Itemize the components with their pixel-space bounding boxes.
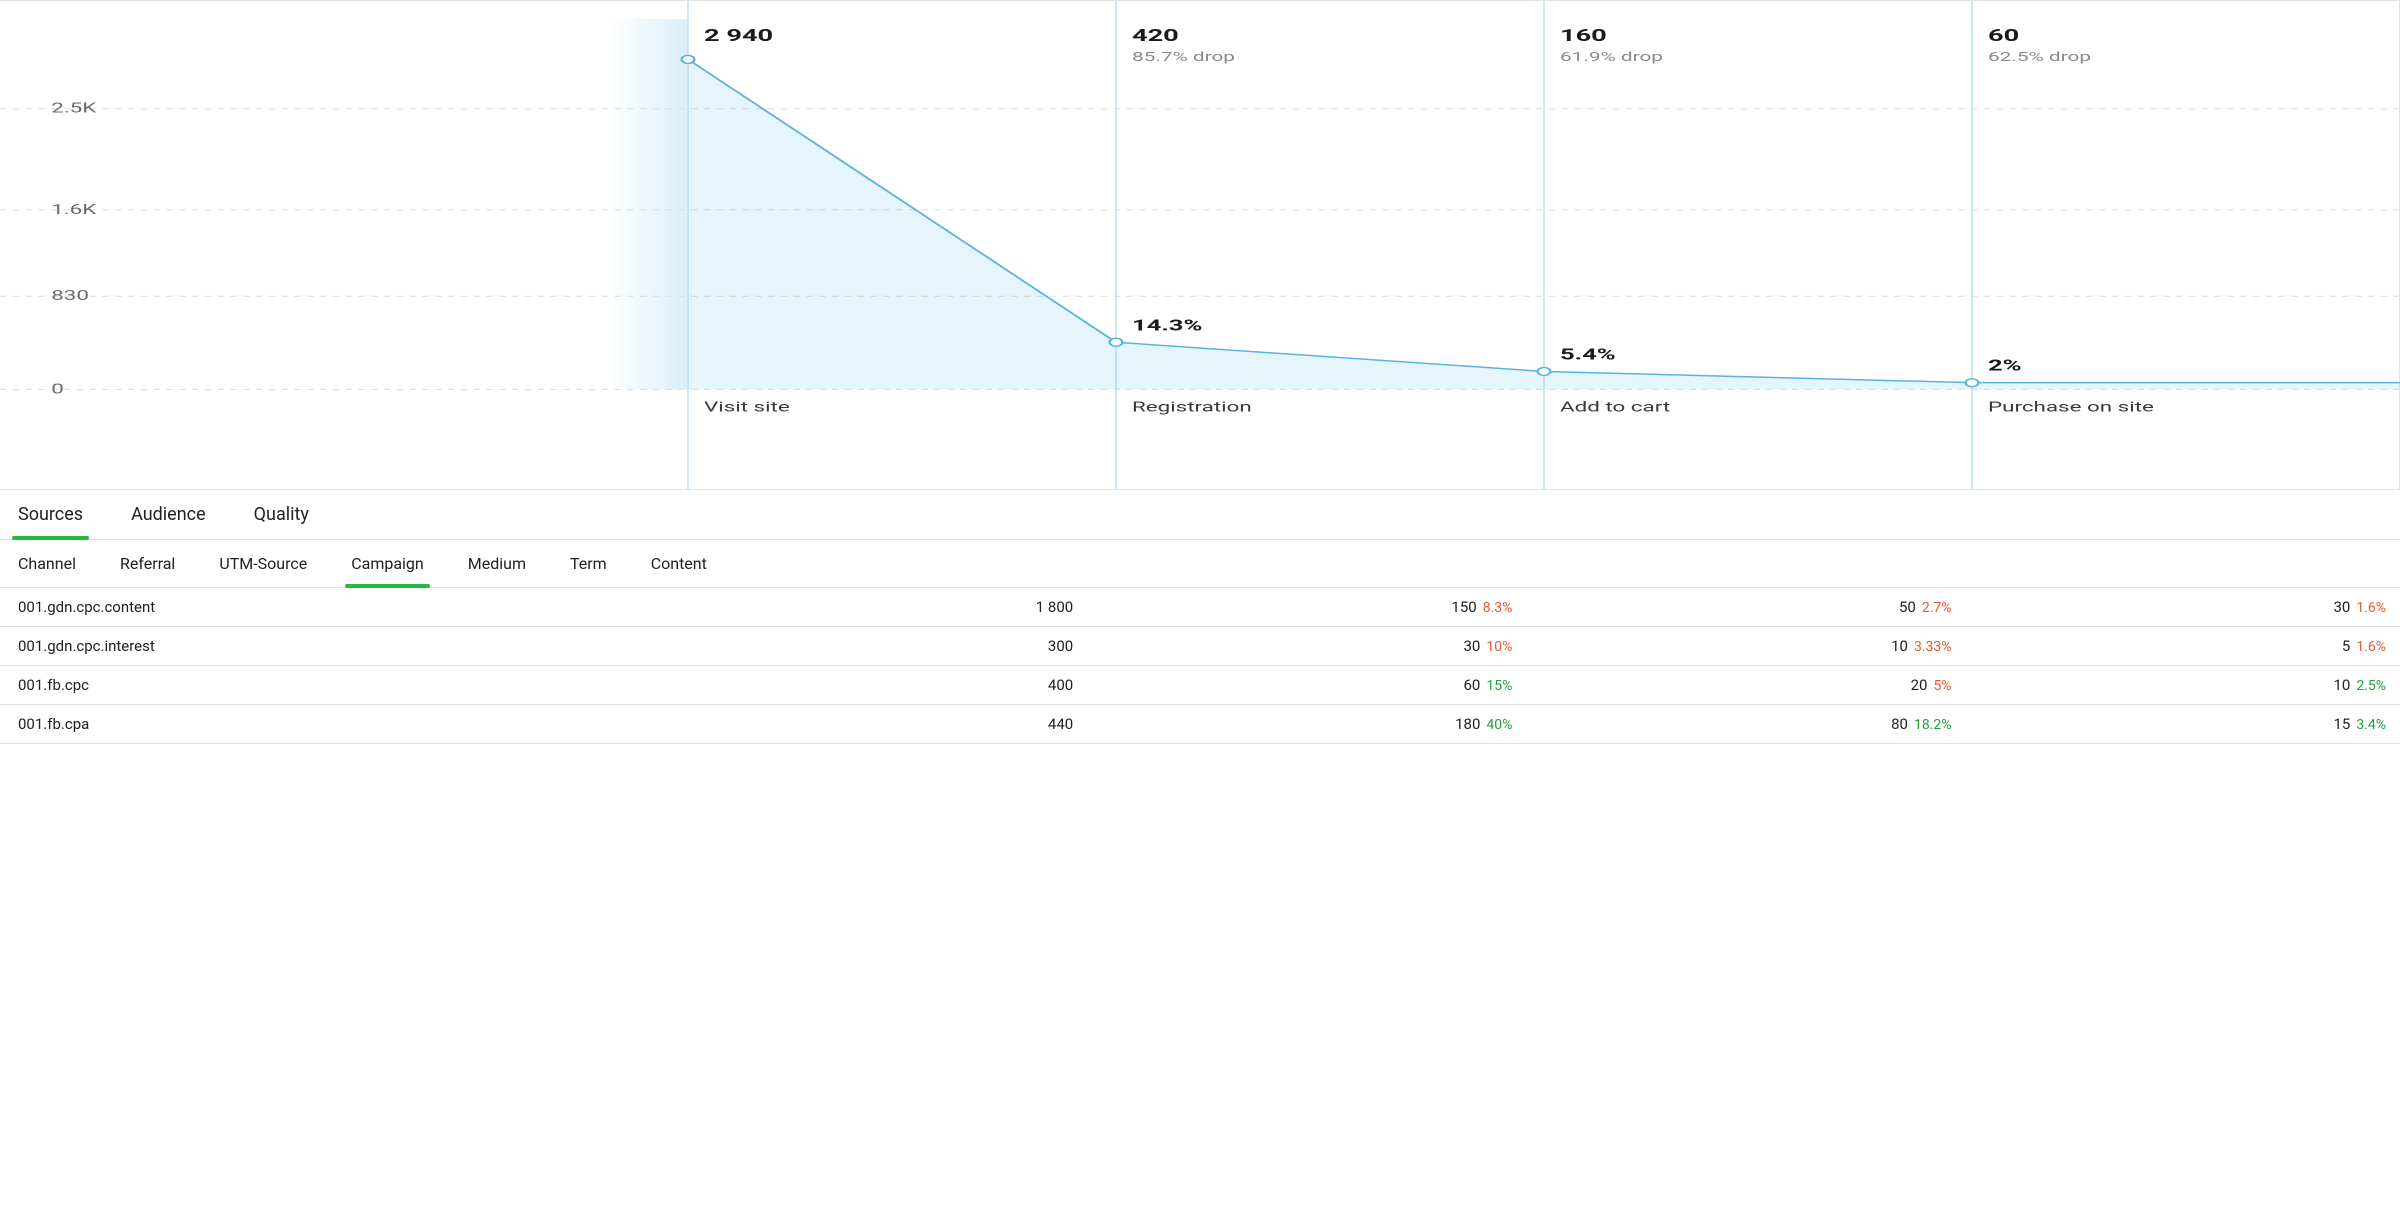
metric-value: 10	[1891, 637, 1908, 655]
metric-value: 80	[1891, 715, 1908, 733]
svg-text:5.4%: 5.4%	[1560, 345, 1616, 364]
funnel-svg: 0 830 1.6K 2.5K 2 940 Visit site 420 85.7% drop…	[0, 1, 2400, 489]
metric-value: 180	[1455, 715, 1480, 733]
svg-text:Visit site: Visit site	[704, 399, 790, 415]
metric-pct: 40%	[1486, 717, 1512, 733]
svg-text:0: 0	[51, 381, 64, 397]
metric-pct: 3.4%	[2356, 717, 2386, 733]
metric-cell: 5 1.6%	[1966, 627, 2400, 666]
table-row[interactable]: 001.fb.cpa 440 180 40% 80 18.2% 15 3.4%	[0, 705, 2400, 744]
svg-text:61.9% drop: 61.9% drop	[1560, 50, 1663, 65]
metric-pct: 18.2%	[1914, 717, 1952, 733]
metric-cell: 60 15%	[1087, 666, 1526, 705]
metric-value: 10	[2333, 676, 2350, 694]
metric-pct: 2.7%	[1922, 600, 1952, 616]
metric-pct: 3.33%	[1914, 639, 1952, 655]
svg-text:62.5% drop: 62.5% drop	[1988, 50, 2091, 65]
metric-cell: 180 40%	[1087, 705, 1526, 744]
svg-text:420: 420	[1132, 25, 1179, 45]
campaign-name-cell: 001.gdn.cpc.content	[0, 588, 648, 627]
metric-pct: 1.6%	[2356, 639, 2386, 655]
metric-value: 150	[1451, 598, 1476, 616]
campaign-name-cell: 001.gdn.cpc.interest	[0, 627, 648, 666]
subtab-content[interactable]: Content	[651, 554, 707, 587]
metric-value: 5	[2342, 637, 2350, 655]
metric-cell: 80 18.2%	[1526, 705, 1965, 744]
subtab-referral[interactable]: Referral	[120, 554, 175, 587]
metric-cell: 20 5%	[1526, 666, 1965, 705]
primary-tabs: Sources Audience Quality	[0, 490, 2400, 540]
svg-text:2 940: 2 940	[704, 25, 773, 45]
funnel-chart: 0 830 1.6K 2.5K 2 940 Visit site 420 85.7% drop…	[0, 0, 2400, 490]
metric-value: 440	[1048, 715, 1073, 733]
metric-cell: 10 3.33%	[1526, 627, 1965, 666]
campaign-table: 001.gdn.cpc.content 1 800 150 8.3% 50 2.7% 30 1…	[0, 588, 2400, 744]
metric-cell: 10 2.5%	[1966, 666, 2400, 705]
svg-text:Add to cart: Add to cart	[1560, 399, 1670, 415]
metric-value: 60	[1464, 676, 1481, 694]
subtab-medium[interactable]: Medium	[468, 554, 526, 587]
metric-cell: 400	[648, 666, 1087, 705]
svg-text:85.7% drop: 85.7% drop	[1132, 50, 1235, 65]
metric-pct: 2.5%	[2356, 678, 2386, 694]
metric-value: 30	[2333, 598, 2350, 616]
metric-cell: 150 8.3%	[1087, 588, 1526, 627]
table-row[interactable]: 001.gdn.cpc.content 1 800 150 8.3% 50 2.7% 30 1…	[0, 588, 2400, 627]
metric-pct: 15%	[1486, 678, 1512, 694]
svg-text:14.3%: 14.3%	[1132, 316, 1202, 335]
subtab-channel[interactable]: Channel	[18, 554, 76, 587]
svg-text:1.6K: 1.6K	[51, 201, 96, 217]
secondary-tabs: Channel Referral UTM-Source Campaign Medium T…	[0, 540, 2400, 588]
tab-sources[interactable]: Sources	[18, 504, 83, 539]
metric-cell: 1 800	[648, 588, 1087, 627]
tab-audience[interactable]: Audience	[131, 504, 206, 539]
metric-cell: 30 1.6%	[1966, 588, 2400, 627]
metric-cell: 15 3.4%	[1966, 705, 2400, 744]
metric-value: 50	[1899, 598, 1916, 616]
svg-text:Purchase on site: Purchase on site	[1988, 399, 2154, 415]
svg-text:830: 830	[51, 288, 89, 304]
svg-text:2.5K: 2.5K	[51, 100, 96, 116]
metric-cell: 300	[648, 627, 1087, 666]
subtab-term[interactable]: Term	[570, 554, 607, 587]
campaign-name-cell: 001.fb.cpa	[0, 705, 648, 744]
table-row[interactable]: 001.gdn.cpc.interest 300 30 10% 10 3.33% 5 1.6%	[0, 627, 2400, 666]
campaign-name-cell: 001.fb.cpc	[0, 666, 648, 705]
metric-cell: 440	[648, 705, 1087, 744]
svg-text:2%: 2%	[1988, 357, 2022, 376]
svg-text:160: 160	[1560, 25, 1607, 45]
metric-cell: 50 2.7%	[1526, 588, 1965, 627]
metric-pct: 5%	[1933, 678, 1951, 694]
metric-value: 400	[1048, 676, 1073, 694]
svg-text:60: 60	[1988, 25, 2019, 45]
table-row[interactable]: 001.fb.cpc 400 60 15% 20 5% 10 2.5%	[0, 666, 2400, 705]
metric-value: 15	[2333, 715, 2350, 733]
metric-value: 30	[1464, 637, 1481, 655]
metric-cell: 30 10%	[1087, 627, 1526, 666]
tab-quality[interactable]: Quality	[254, 504, 309, 539]
svg-text:Registration: Registration	[1132, 399, 1252, 415]
metric-pct: 10%	[1486, 639, 1512, 655]
metric-value: 1 800	[1036, 598, 1073, 616]
metric-value: 300	[1048, 637, 1073, 655]
subtab-utmsource[interactable]: UTM-Source	[219, 554, 307, 587]
subtab-campaign[interactable]: Campaign	[351, 554, 424, 587]
metric-pct: 1.6%	[2356, 600, 2386, 616]
metric-value: 20	[1911, 676, 1928, 694]
metric-pct: 8.3%	[1483, 600, 1513, 616]
